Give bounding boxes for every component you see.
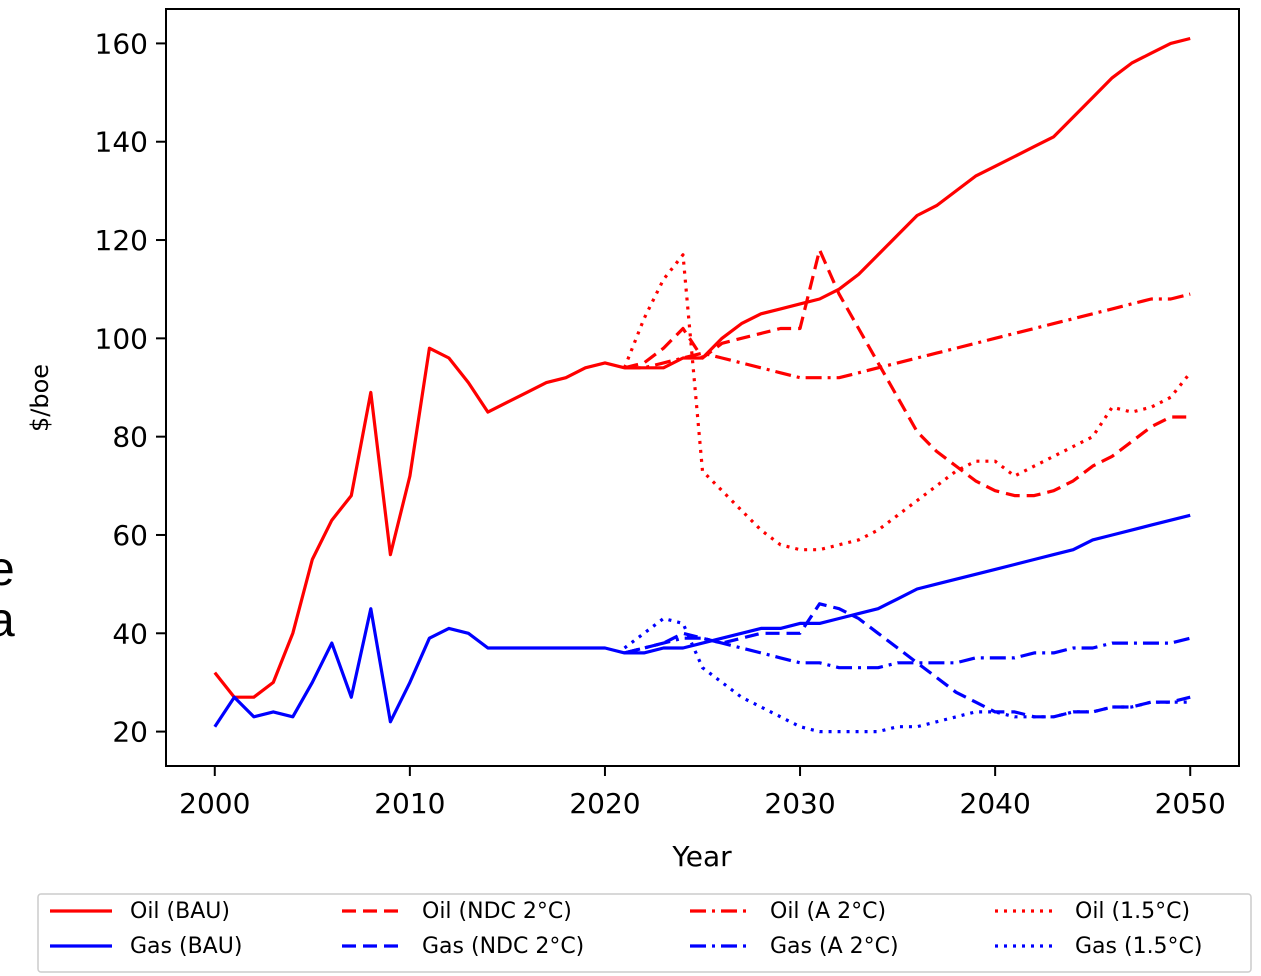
- x-tick-label: 2030: [764, 787, 835, 820]
- series-line-2: [624, 292, 1191, 380]
- legend-label: Gas (A 2°C): [770, 934, 899, 959]
- x-tick-label: 2020: [569, 787, 640, 820]
- y-tick-label: 40: [112, 617, 148, 650]
- plot-area: [165, 8, 1240, 767]
- x-tick-label: 2050: [1155, 787, 1226, 820]
- legend-items: Oil (BAU) Oil (NDC 2°C) Oil (A 2°C) Oil (1.…: [50, 899, 1203, 959]
- legend: Oil (BAU) Oil (NDC 2°C) Oil (A 2°C) Oil (1.…: [37, 893, 1252, 973]
- x-tick-label: 2040: [960, 787, 1031, 820]
- y-axis: 20 40 60 80 100 120 140 160: [95, 27, 166, 749]
- plot-frame: [165, 8, 1240, 767]
- stray-text-bottom: a: [0, 594, 15, 647]
- legend-label: Oil (1.5°C): [1075, 899, 1190, 924]
- y-axis-label: $/boe: [26, 364, 54, 432]
- legend-label: Gas (1.5°C): [1075, 934, 1203, 959]
- y-tick-label: 120: [95, 224, 148, 257]
- y-tick-label: 20: [112, 716, 148, 749]
- y-tick-label: 60: [112, 519, 148, 552]
- y-tick-label: 140: [95, 126, 148, 159]
- legend-frame: [37, 893, 1252, 973]
- x-tick-label: 2010: [374, 787, 445, 820]
- y-tick-label: 80: [112, 421, 148, 454]
- legend-label: Oil (NDC 2°C): [422, 899, 572, 924]
- legend-label: Gas (NDC 2°C): [422, 934, 584, 959]
- legend-label: Oil (A 2°C): [770, 899, 886, 924]
- x-axis-label: Year: [671, 840, 732, 873]
- x-axis: 2000 2010 2020 2030 2040 2050: [179, 766, 1226, 820]
- y-tick-label: 100: [95, 322, 148, 355]
- series-line-6: [624, 636, 1191, 670]
- series-line-7: [623, 616, 1191, 734]
- series-line-4: [213, 513, 1191, 728]
- series-layer: [213, 36, 1192, 734]
- legend-label: Oil (BAU): [130, 899, 230, 924]
- series-line-3: [623, 253, 1192, 552]
- stray-text-top: e: [0, 543, 15, 596]
- legend-label: Gas (BAU): [130, 934, 242, 959]
- y-tick-label: 160: [95, 27, 148, 60]
- series-line-1: [624, 248, 1191, 498]
- x-tick-label: 2000: [179, 787, 250, 820]
